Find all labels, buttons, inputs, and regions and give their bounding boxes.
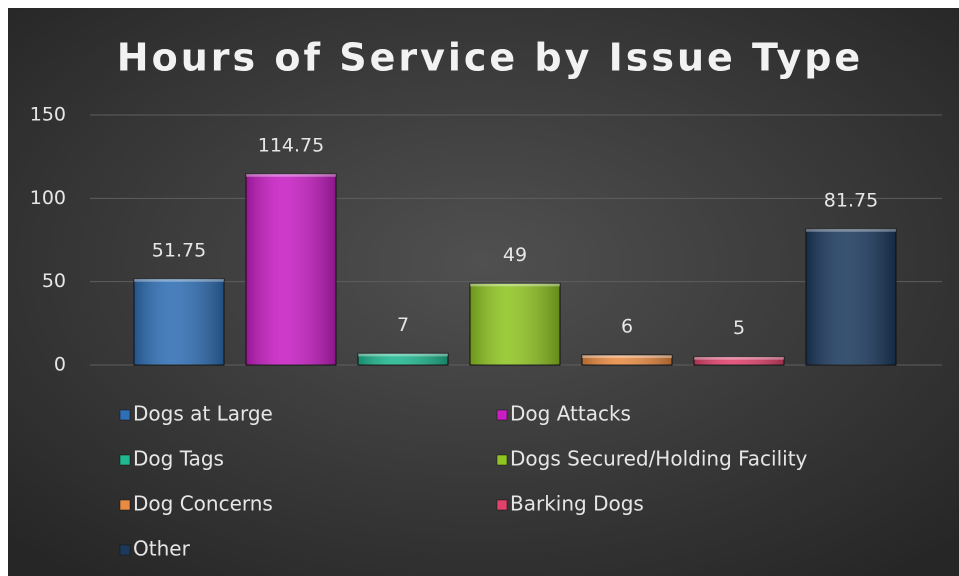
legend-marker <box>119 454 131 466</box>
bar-shade <box>582 355 672 365</box>
bar-shade <box>806 228 896 365</box>
legend-label: Dog Attacks <box>510 402 631 426</box>
y-tick-label: 100 <box>30 187 66 209</box>
chart-title: Hours of Service by Issue Type <box>117 36 863 80</box>
legend-label: Dog Tags <box>133 447 224 471</box>
bar-shade <box>246 173 336 365</box>
bar-top <box>806 228 896 232</box>
bar-top <box>358 353 448 357</box>
y-tick-label: 150 <box>30 104 66 126</box>
legend-marker <box>119 544 131 556</box>
data-label: 81.75 <box>824 189 878 211</box>
bar-shade <box>358 353 448 365</box>
bar-top <box>246 173 336 177</box>
legend-marker <box>119 409 131 421</box>
bar-shade <box>134 278 224 365</box>
y-tick-label: 0 <box>54 354 66 376</box>
legend-marker <box>496 499 508 511</box>
bar-shade <box>694 356 784 365</box>
data-label: 49 <box>503 244 527 266</box>
bar-shade <box>470 283 560 365</box>
legend-label: Dogs at Large <box>133 402 273 426</box>
data-label: 5 <box>733 317 745 339</box>
legend-label: Dogs Secured/Holding Facility <box>510 447 808 471</box>
y-tick-label: 50 <box>42 270 66 292</box>
data-label: 114.75 <box>258 134 324 156</box>
bar-top <box>582 355 672 358</box>
legend-label: Barking Dogs <box>510 492 644 516</box>
data-label: 6 <box>621 316 633 338</box>
bar-top <box>134 278 224 282</box>
data-label: 51.75 <box>152 239 206 261</box>
legend-label: Dog Concerns <box>133 492 273 516</box>
bar-top <box>694 356 784 360</box>
bar-top <box>470 283 560 287</box>
legend-marker <box>496 454 508 466</box>
legend-marker <box>119 499 131 511</box>
data-label: 7 <box>397 314 409 336</box>
legend-label: Other <box>133 537 191 561</box>
legend-marker <box>496 409 508 421</box>
